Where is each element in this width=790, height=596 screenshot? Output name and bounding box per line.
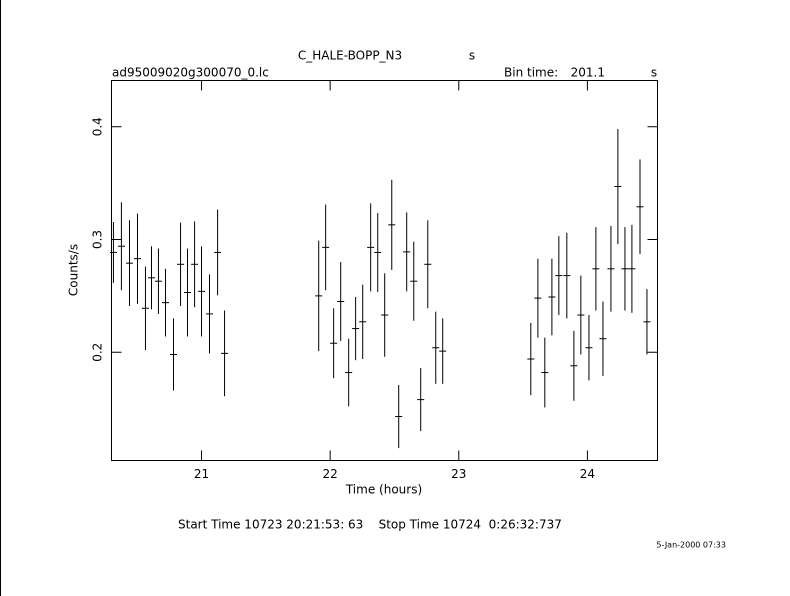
file-name: ad95009020g300070_0.lc bbox=[112, 66, 269, 80]
x-tick-label: 22 bbox=[323, 467, 338, 481]
y-axis-label: Counts/s bbox=[67, 244, 81, 296]
y-tick-label: 0.2 bbox=[91, 343, 105, 362]
date-stamp: 5-Jan-2000 07:33 bbox=[656, 541, 726, 550]
y-tick-label: 0.4 bbox=[91, 117, 105, 136]
x-axis-label: Time (hours) bbox=[345, 483, 422, 497]
title-unit: s bbox=[469, 49, 475, 63]
bin-time: 201.1 bbox=[571, 66, 605, 80]
y-tick-label: 0.3 bbox=[91, 230, 105, 249]
bin-time-unit: s bbox=[651, 66, 657, 80]
x-tick-label: 24 bbox=[580, 467, 595, 481]
footer: Start Time 10723 20:21:53: 63 Stop Time … bbox=[178, 518, 562, 532]
chart-title: C_HALE-BOPP_N3 bbox=[298, 49, 402, 63]
x-tick-label: 23 bbox=[451, 467, 466, 481]
x-tick-label: 21 bbox=[194, 467, 209, 481]
bin-time-label: Bin time: bbox=[504, 66, 558, 80]
plot-frame bbox=[111, 80, 658, 461]
